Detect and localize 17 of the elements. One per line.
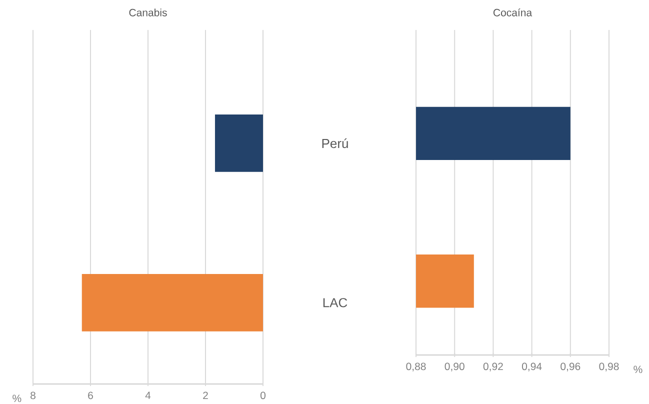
x-tick-label: 0,98 xyxy=(599,362,619,372)
chart-title: Cocaína xyxy=(493,8,532,16)
x-tick-label: 0 xyxy=(260,392,266,400)
x-axis-title: % xyxy=(12,394,22,402)
x-tick-label: 0,88 xyxy=(406,362,426,372)
x-tick-label: 0,94 xyxy=(522,362,542,372)
x-tick-label: 4 xyxy=(145,392,151,399)
x-axis-title: % xyxy=(634,366,642,374)
y-tick-label: LAC xyxy=(323,298,348,308)
x-tick-label: 8 xyxy=(30,392,36,400)
y-tick-label: Perú xyxy=(322,138,348,148)
x-tick-label: 0,90 xyxy=(444,362,464,372)
x-tick-label: 0,96 xyxy=(560,362,580,372)
x-tick-label: 2 xyxy=(203,392,208,400)
chart-title: Canabis xyxy=(129,8,167,16)
x-tick-label: 6 xyxy=(88,392,93,400)
x-tick-label: 0,92 xyxy=(483,362,503,372)
